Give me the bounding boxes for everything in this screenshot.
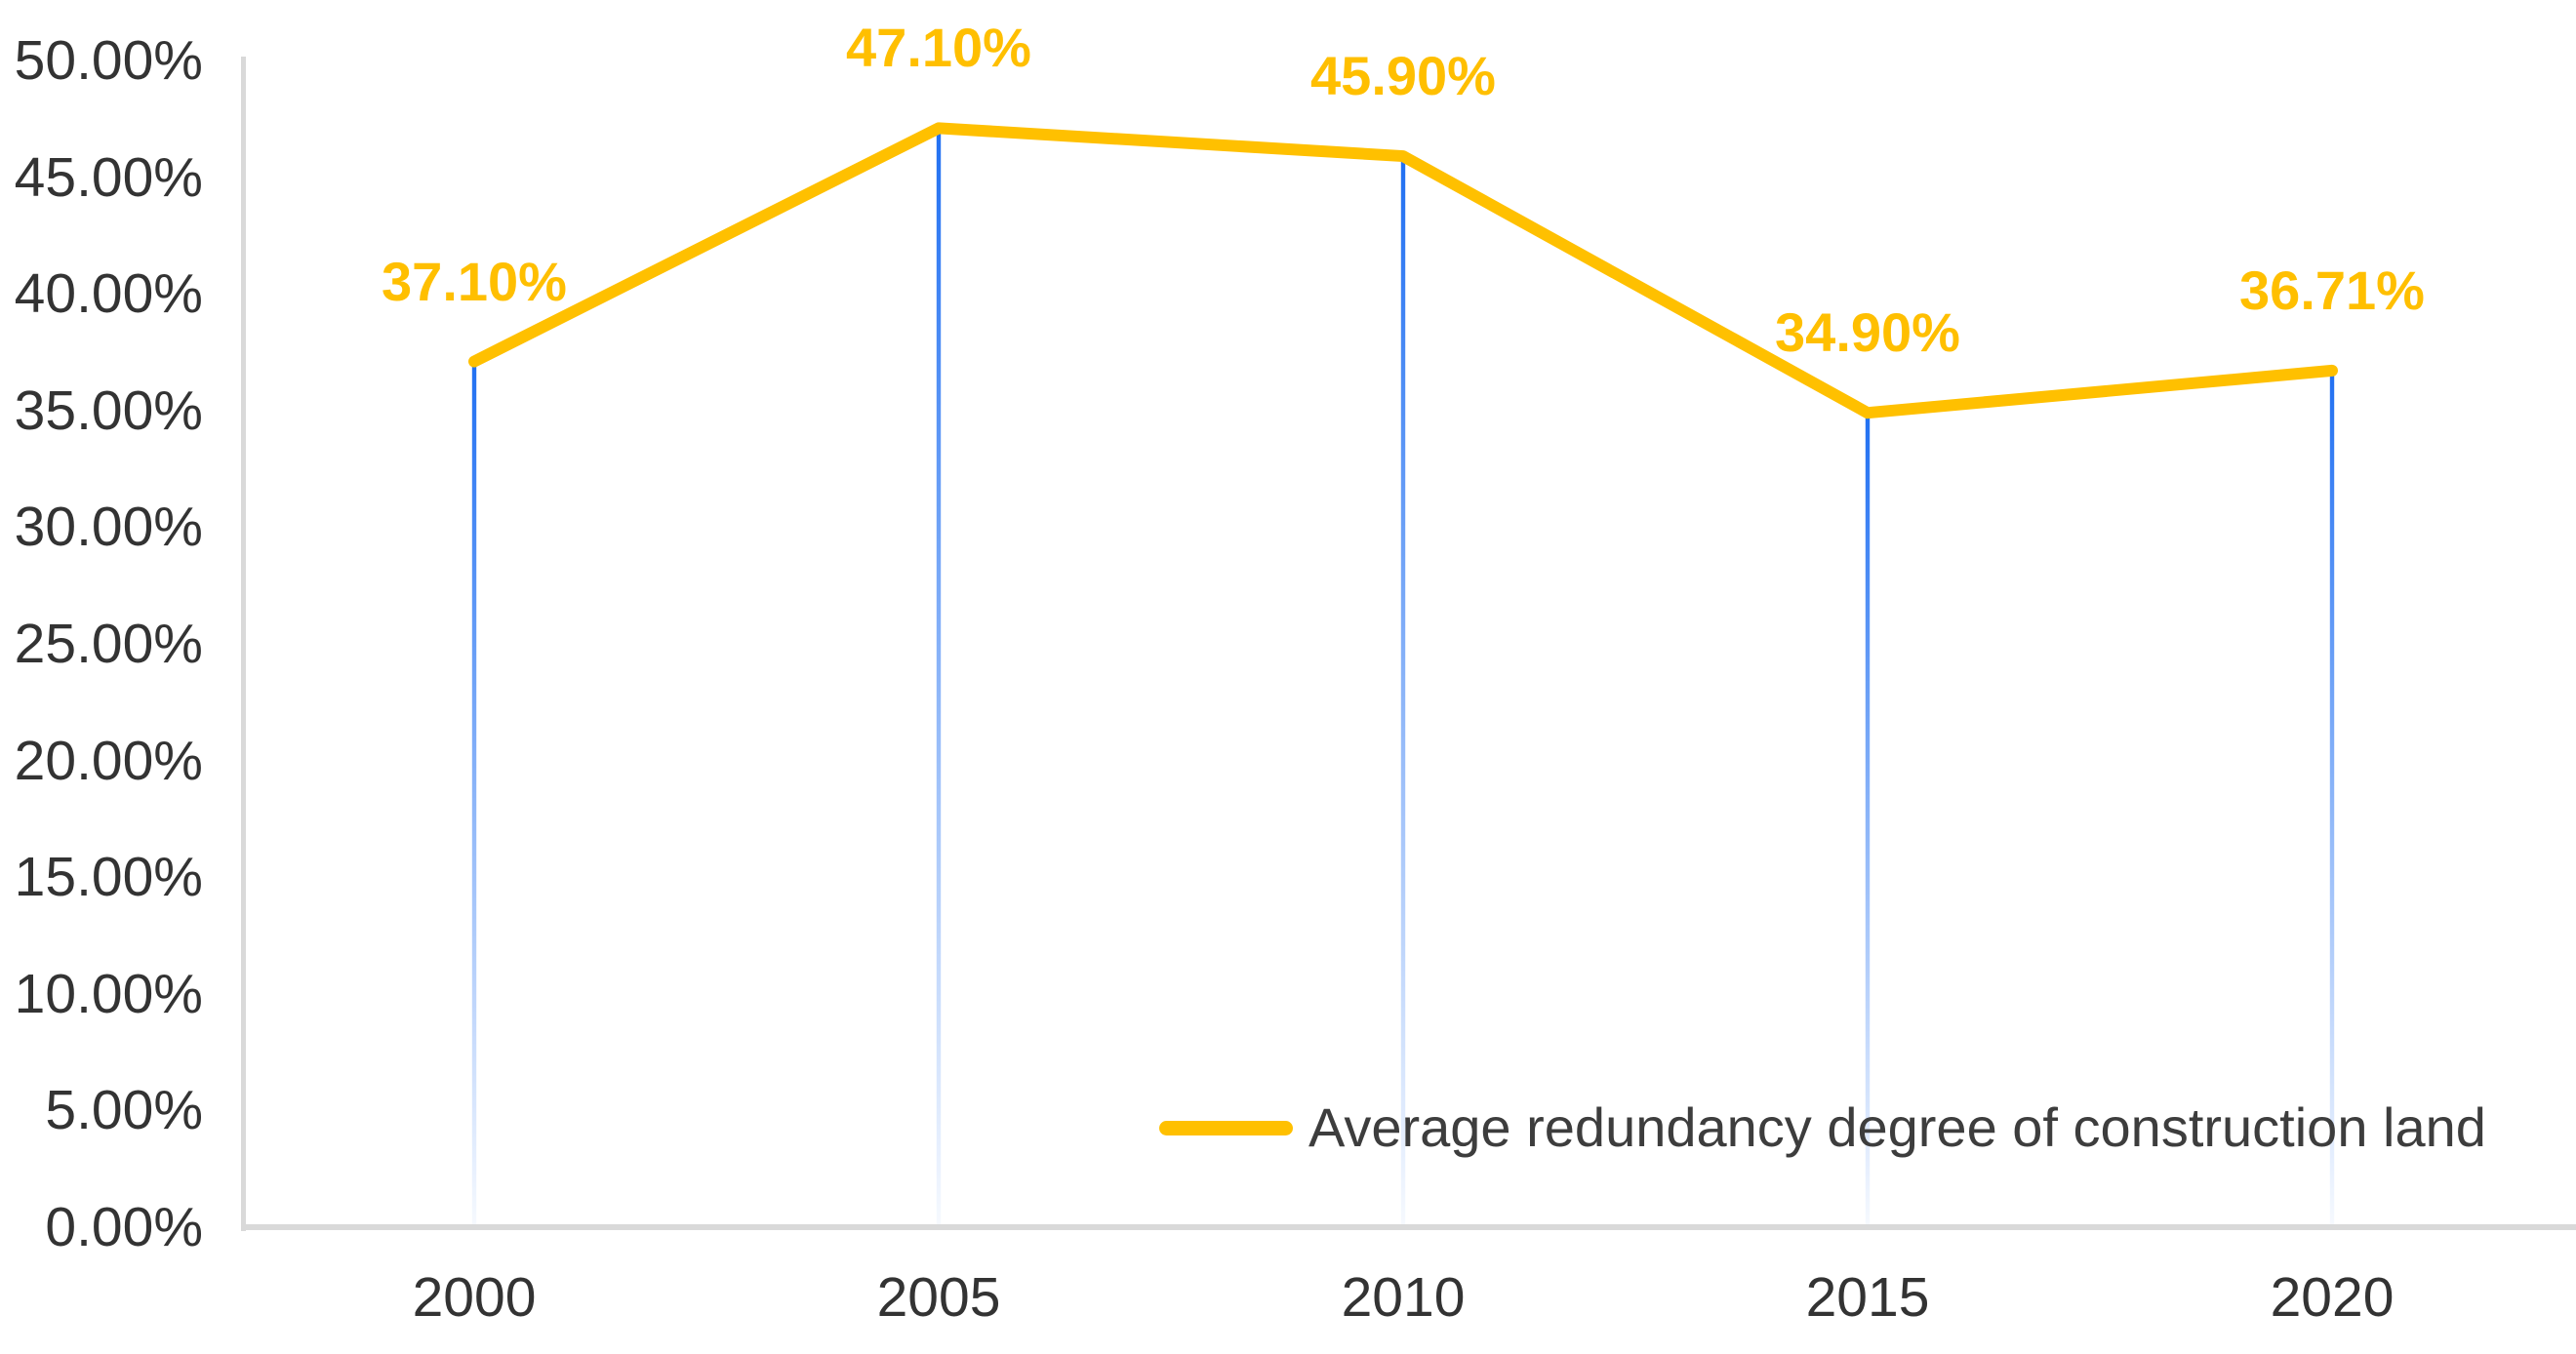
y-tick-label: 25.00% — [14, 613, 203, 675]
x-tick-label: 2005 — [876, 1266, 1001, 1329]
y-tick-label: 40.00% — [14, 262, 203, 326]
y-tick-label: 30.00% — [14, 496, 203, 559]
series-line — [468, 122, 2338, 419]
legend: Average redundancy degree of constructio… — [1159, 1091, 2486, 1165]
data-label: 47.10% — [846, 17, 1031, 79]
x-tick-label: 2000 — [412, 1266, 537, 1329]
data-label: 45.90% — [1310, 45, 1496, 107]
y-tick-label: 10.00% — [14, 962, 203, 1025]
data-label: 34.90% — [1775, 301, 1960, 364]
drop-line — [1400, 156, 1406, 1225]
y-tick-label: 50.00% — [14, 29, 203, 92]
y-tick-label: 5.00% — [45, 1079, 203, 1142]
y-tick-label: 20.00% — [14, 729, 203, 792]
legend-line-icon — [1159, 1120, 1293, 1135]
legend-label: Average redundancy degree of constructio… — [1308, 1096, 2486, 1158]
y-axis-line — [241, 57, 246, 1231]
drop-line — [936, 128, 942, 1225]
x-tick-label: 2020 — [2270, 1266, 2395, 1329]
y-tick-label: 15.00% — [14, 846, 203, 909]
drop-line — [1865, 413, 1871, 1225]
y-tick-label: 35.00% — [14, 378, 203, 442]
y-tick-label: 45.00% — [14, 145, 203, 209]
x-axis-line — [241, 1224, 2576, 1230]
x-tick-label: 2015 — [1805, 1266, 1930, 1329]
drop-line — [2329, 370, 2335, 1225]
data-label: 36.71% — [2239, 259, 2425, 321]
drop-line — [471, 361, 477, 1225]
data-label: 37.10% — [382, 250, 567, 312]
y-tick-label: 0.00% — [45, 1196, 203, 1258]
x-tick-label: 2010 — [1341, 1266, 1466, 1329]
